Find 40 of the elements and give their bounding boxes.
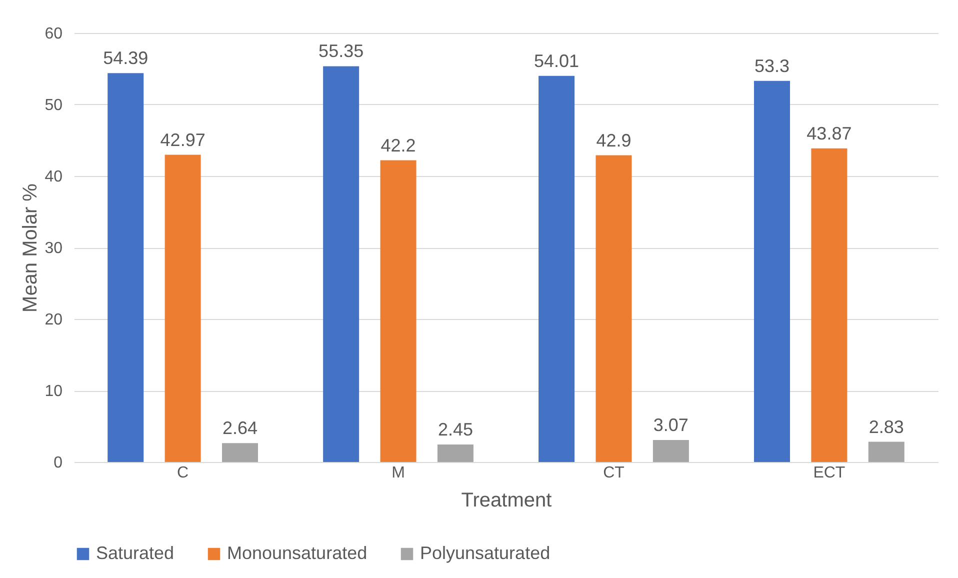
bar — [538, 76, 575, 462]
bar — [868, 442, 904, 462]
bar — [652, 440, 689, 462]
y-tick-label: 50 — [44, 97, 63, 114]
data-label: 2.83 — [868, 416, 904, 437]
bar — [380, 160, 416, 462]
x-tick-label: CT — [603, 464, 625, 482]
data-label: 42.97 — [160, 130, 206, 150]
y-tick-label: 0 — [54, 454, 63, 472]
bar — [222, 443, 258, 462]
y-axis-title: Mean Molar % — [20, 183, 42, 312]
y-tick-label: 10 — [44, 383, 63, 400]
y-tick-label: 30 — [44, 240, 63, 257]
data-label: 53.3 — [754, 56, 790, 76]
legend-label: Polyunsaturated — [420, 543, 550, 563]
y-tick-label: 20 — [44, 312, 63, 328]
data-label: 42.2 — [380, 135, 416, 156]
data-label: 54.01 — [534, 50, 580, 71]
data-label: 3.07 — [653, 415, 688, 436]
bar — [108, 73, 144, 462]
y-tick-label: 60 — [44, 26, 63, 42]
x-tick-label: M — [392, 464, 405, 482]
bar — [437, 444, 474, 462]
data-label: 42.9 — [596, 130, 632, 150]
x-tick-label: C — [177, 464, 189, 482]
x-tick-label: ECT — [813, 464, 846, 482]
legend-label: Saturated — [96, 543, 174, 563]
bar — [323, 66, 360, 462]
data-label: 43.87 — [806, 123, 852, 144]
bar — [164, 154, 201, 462]
x-axis-title: Treatment — [461, 490, 552, 512]
bar — [596, 155, 632, 462]
data-label: 54.39 — [103, 48, 148, 68]
data-label: 2.45 — [438, 419, 473, 440]
data-label: 2.64 — [222, 418, 258, 438]
bar — [811, 148, 848, 462]
bar — [754, 80, 790, 462]
y-tick-label: 40 — [44, 168, 63, 186]
data-label: 55.35 — [318, 41, 364, 62]
legend-label: Monounsaturated — [227, 543, 368, 563]
